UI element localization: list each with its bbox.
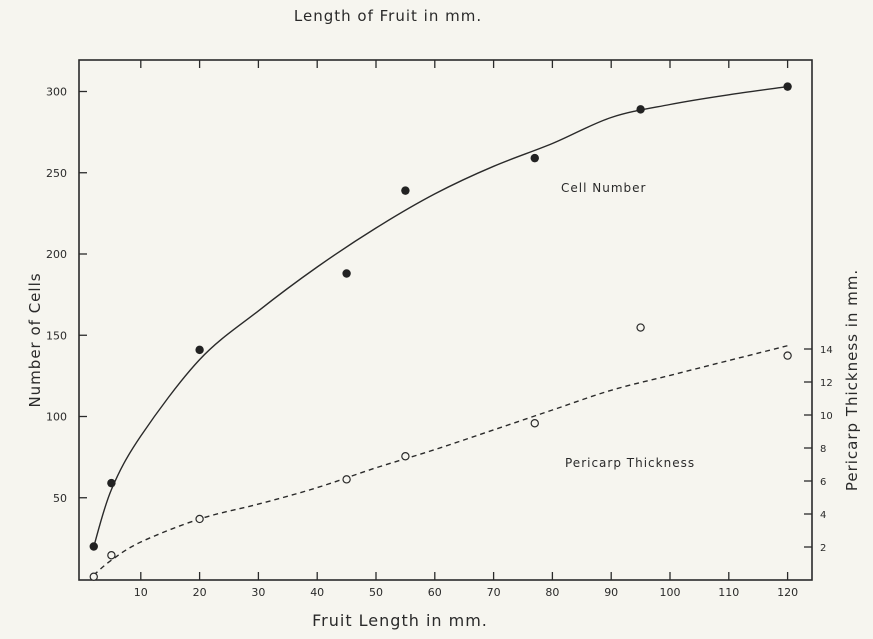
series-label-pericarp-thickness: Pericarp Thickness — [565, 456, 695, 470]
y-left-tick-label: 150 — [46, 329, 67, 342]
pericarp-thickness-point — [783, 351, 792, 360]
cell-number-point — [401, 186, 410, 195]
top-title: Length of Fruit in mm. — [294, 7, 482, 25]
y-left-tick-label: 200 — [46, 248, 67, 261]
cell-number-point — [530, 153, 539, 163]
x-axis-label: Fruit Length in mm. — [312, 611, 488, 630]
cell-number-point — [342, 269, 351, 278]
y-left-tick-label: 250 — [46, 167, 67, 180]
pericarp-thickness-point — [530, 419, 539, 428]
plot-frame — [78, 59, 813, 581]
y-axis-label-right: Pericarp Thickness in mm. — [843, 269, 861, 491]
pericarp-thickness-point — [342, 475, 351, 484]
cell-number-point — [89, 542, 98, 551]
series-label-cell-number: Cell Number — [561, 181, 646, 195]
pericarp-thickness-point — [401, 452, 410, 461]
y-right-tick-label: 10 — [820, 411, 833, 422]
y-left-tick-label: 300 — [46, 86, 67, 99]
y-left-tick-label: 100 — [46, 411, 67, 424]
x-tick-label: 110 — [718, 586, 739, 599]
y-right-tick-label: 6 — [820, 477, 826, 488]
y-axis-label-left: Number of Cells — [26, 272, 44, 407]
cell-number-point — [636, 105, 645, 114]
y-right-tick-label: 2 — [820, 543, 826, 554]
pericarp-thickness-point — [636, 323, 645, 332]
x-tick-label: 120 — [777, 586, 798, 599]
x-tick-label: 40 — [310, 586, 324, 599]
y-right-tick-label: 8 — [820, 444, 826, 455]
x-tick-label: 90 — [604, 586, 618, 599]
y-right-tick-label: 14 — [820, 345, 833, 356]
pericarp-thickness-point — [195, 514, 204, 524]
x-tick-label: 100 — [660, 586, 681, 599]
y-right-tick-label: 12 — [820, 378, 833, 389]
cell-number-point — [195, 345, 204, 355]
pericarp-thickness-point — [89, 572, 98, 581]
cell-number-point — [107, 478, 116, 488]
x-tick-label: 10 — [134, 586, 148, 599]
pericarp-thickness-point — [107, 551, 116, 560]
y-left-tick-label: 50 — [53, 492, 67, 505]
x-tick-label: 20 — [193, 586, 207, 599]
x-tick-label: 50 — [369, 586, 383, 599]
x-tick-label: 80 — [545, 586, 559, 599]
cell-number-point — [783, 82, 792, 91]
x-tick-label: 30 — [251, 586, 265, 599]
cell-number-curve — [93, 85, 788, 547]
x-tick-label: 70 — [487, 586, 501, 599]
x-tick-label: 60 — [428, 586, 442, 599]
plot-area: 10 20 30 40 50 60 70 80 90 100 110 120 50 100 150 200 25… — [46, 59, 833, 599]
y-right-tick-label: 4 — [820, 510, 826, 521]
